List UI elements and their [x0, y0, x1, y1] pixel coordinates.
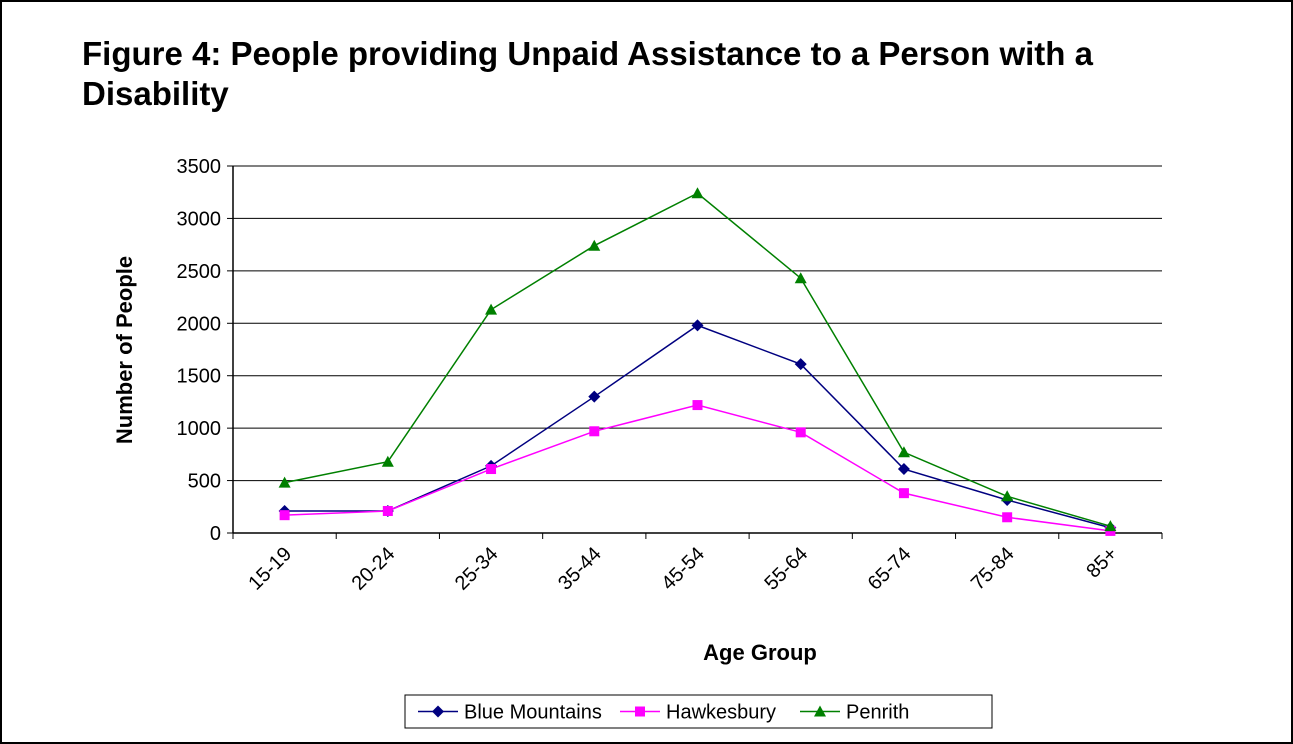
marker: [432, 705, 444, 718]
marker: [381, 455, 394, 467]
marker: [794, 358, 807, 371]
marker: [691, 319, 704, 332]
y-tick-label: 500: [188, 471, 221, 493]
y-tick-label: 0: [210, 523, 221, 545]
y-tick-label: 2500: [177, 261, 222, 283]
marker: [278, 476, 291, 488]
marker: [589, 426, 600, 437]
legend-box: [404, 694, 993, 729]
x-axis-label: Age Group: [703, 640, 817, 665]
marker: [692, 400, 703, 411]
legend-label: Hawkesbury: [666, 702, 776, 724]
marker: [1002, 512, 1013, 523]
marker: [691, 187, 704, 199]
y-tick-label: 1500: [177, 366, 222, 388]
marker: [1104, 520, 1117, 532]
marker: [897, 446, 910, 458]
marker: [794, 272, 807, 284]
marker: [485, 303, 498, 315]
y-tick-label: 3500: [177, 156, 222, 178]
marker: [382, 505, 393, 516]
marker: [898, 488, 909, 499]
marker: [814, 705, 826, 717]
marker: [279, 510, 290, 521]
marker: [486, 464, 497, 475]
marker: [588, 390, 601, 403]
marker: [897, 463, 910, 476]
legend-label: Penrith: [846, 702, 909, 724]
marker: [588, 239, 601, 251]
legend-label: Blue Mountains: [464, 702, 602, 724]
y-axis-label: Number of People: [112, 256, 137, 444]
marker: [635, 706, 645, 717]
chart-title: Figure 4: People providing Unpaid Assist…: [82, 35, 1093, 112]
y-tick-label: 3000: [177, 208, 222, 230]
marker: [795, 427, 806, 438]
marker: [1001, 490, 1014, 502]
y-tick-label: 2000: [177, 313, 222, 335]
y-tick-label: 1000: [177, 418, 222, 440]
